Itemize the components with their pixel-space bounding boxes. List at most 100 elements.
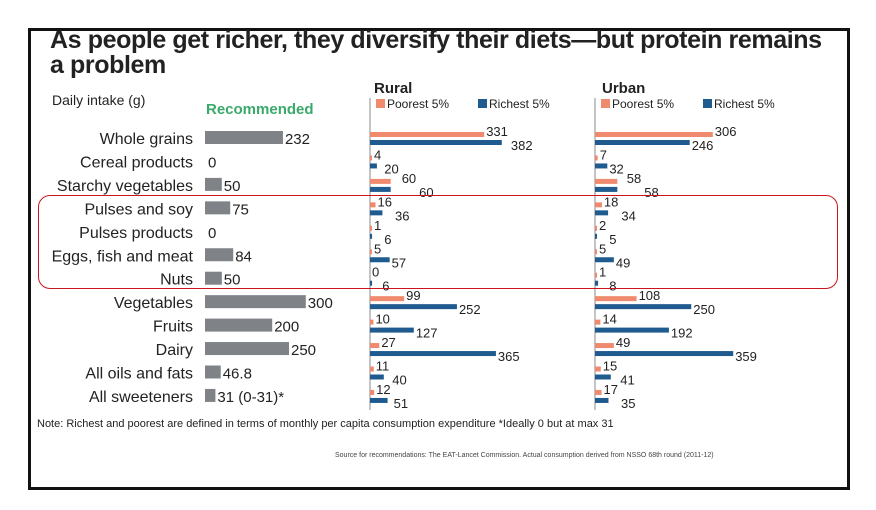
bar-value-label: 18 — [604, 194, 618, 209]
recommended-value-label: 200 — [274, 319, 299, 336]
category-label: Pulses and soy — [84, 201, 193, 218]
poorest-bar — [595, 319, 601, 325]
bar-value-label: 36 — [395, 208, 409, 223]
poorest-bar — [370, 366, 374, 372]
richest-bar — [370, 233, 373, 239]
bar-value-label: 127 — [416, 326, 438, 341]
recommended-value-label: 46.8 — [223, 366, 252, 383]
poorest-bar — [370, 202, 376, 208]
bar-value-label: 359 — [735, 349, 757, 364]
poorest-bar — [370, 296, 405, 302]
bar-value-label: 5 — [599, 241, 606, 256]
richest-bar — [595, 397, 609, 403]
richest-bar — [370, 257, 390, 263]
poorest-bar — [595, 249, 597, 255]
bar-value-label: 331 — [486, 124, 508, 139]
category-label: All sweeteners — [89, 389, 193, 406]
bar-value-label: 1 — [599, 265, 606, 280]
poorest-bar — [595, 389, 602, 395]
bar-value-label: 365 — [498, 349, 520, 364]
richest-bar — [595, 351, 734, 357]
richest-bar — [595, 140, 690, 145]
chart-title: As people get richer, they diversify the… — [50, 26, 822, 79]
category-label: Nuts — [160, 272, 193, 289]
recommended-bar — [205, 271, 222, 285]
bar-value-label: 60 — [402, 171, 416, 186]
richest-bar — [595, 327, 669, 333]
poorest-bar — [595, 366, 601, 372]
bar-value-label: 108 — [639, 288, 661, 303]
bar-value-label: 51 — [394, 396, 408, 411]
recommended-value-label: 250 — [291, 342, 316, 359]
bar-value-label: 6 — [384, 232, 391, 247]
bar-value-label: 6 — [382, 279, 389, 294]
richest-bar — [370, 163, 377, 169]
category-label: Pulses products — [79, 225, 193, 242]
legend-label: Poorest 5% — [612, 97, 674, 111]
recommended-header: Recommended — [206, 101, 314, 118]
bar-value-label: 34 — [621, 208, 635, 223]
bar-value-label: 49 — [616, 255, 630, 270]
bar-value-label: 12 — [376, 382, 390, 397]
richest-bar — [370, 304, 457, 310]
recommended-value-label: 300 — [308, 295, 333, 312]
recommended-bar — [205, 177, 222, 191]
protein-highlight-box — [38, 195, 838, 289]
bar-value-label: 20 — [384, 161, 398, 176]
richest-bar — [370, 280, 373, 286]
poorest-bar — [370, 178, 391, 184]
urban-header: Urban — [602, 80, 646, 97]
bar-value-label: 11 — [376, 359, 390, 374]
recommended-value-label: 0 — [208, 225, 216, 242]
richest-bar — [595, 186, 618, 192]
category-label: Whole grains — [100, 131, 193, 148]
poorest-bar — [370, 132, 485, 137]
bar-value-label: 16 — [378, 194, 392, 209]
richest-bar — [370, 351, 496, 357]
bar-value-label: 35 — [621, 396, 635, 411]
chart-source: Source for recommendations: The EAT-Lanc… — [335, 452, 714, 459]
chart-note: Note: Richest and poorest are defined in… — [37, 418, 614, 430]
poorest-bar — [370, 389, 375, 395]
richest-bar — [595, 210, 609, 216]
poorest-bar — [370, 319, 374, 325]
bar-value-label: 27 — [381, 335, 395, 350]
category-label: Cereal products — [80, 154, 193, 171]
recommended-value-label: 232 — [285, 131, 310, 148]
bar-value-label: 14 — [602, 312, 616, 327]
recommended-value-label: 31 (0-31)* — [217, 389, 284, 406]
recommended-bar — [205, 295, 306, 309]
poorest-bar — [370, 155, 372, 161]
bar-value-label: 2 — [599, 218, 606, 233]
richest-bar — [370, 374, 384, 380]
poorest-bar — [595, 343, 614, 349]
category-label: Fruits — [153, 319, 193, 336]
legend-swatch — [703, 99, 712, 108]
poorest-bar — [595, 178, 618, 184]
poorest-bar — [370, 249, 372, 255]
bar-value-label: 49 — [616, 335, 630, 350]
legend-swatch — [376, 99, 385, 108]
richest-bar — [595, 280, 599, 286]
recommended-bar — [205, 131, 283, 144]
category-label: Dairy — [156, 342, 193, 359]
bar-value-label: 192 — [671, 326, 693, 341]
bar-value-label: 99 — [406, 288, 420, 303]
bar-value-label: 10 — [375, 312, 389, 327]
bar-value-label: 32 — [609, 161, 623, 176]
poorest-bar — [595, 202, 602, 208]
category-label: All oils and fats — [85, 366, 193, 383]
poorest-bar — [595, 272, 597, 278]
bar-value-label: 41 — [620, 373, 634, 388]
richest-bar — [370, 210, 383, 216]
richest-bar — [370, 186, 391, 192]
recommended-value-label: 50 — [224, 178, 241, 195]
legend-label: Richest 5% — [714, 97, 775, 111]
poorest-bar — [370, 343, 380, 349]
richest-bar — [370, 327, 414, 333]
bar-value-label: 8 — [609, 279, 616, 294]
poorest-bar — [370, 225, 372, 231]
richest-bar — [595, 163, 608, 169]
bar-value-label: 250 — [693, 302, 715, 317]
bar-value-label: 57 — [392, 255, 406, 270]
